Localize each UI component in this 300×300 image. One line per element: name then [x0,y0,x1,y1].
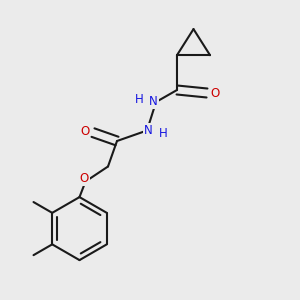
Text: O: O [80,172,88,185]
Text: N: N [144,124,153,137]
Text: O: O [211,86,220,100]
Text: H: H [159,127,168,140]
Text: H: H [135,93,144,106]
Text: N: N [149,94,158,108]
Text: O: O [80,124,89,138]
